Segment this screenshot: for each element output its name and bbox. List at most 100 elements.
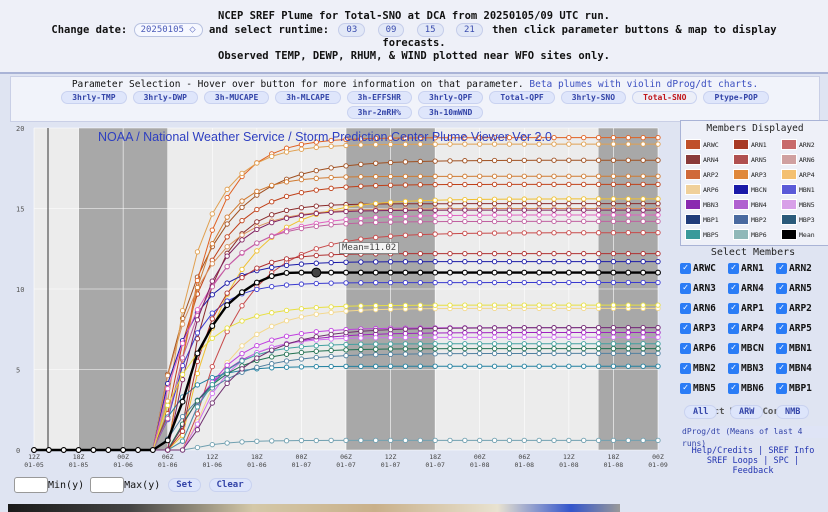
checkbox-check-icon[interactable]: ✓ [776, 303, 787, 314]
member-point [343, 184, 349, 190]
runtime-button-15[interactable]: 15 [416, 23, 444, 37]
member-checkbox-arn2[interactable]: ✓ ARN2 [776, 263, 812, 274]
member-checkbox-arn6[interactable]: ✓ ARN6 [680, 303, 716, 314]
checkbox-check-icon[interactable]: ✓ [728, 363, 739, 374]
member-checkbox-arn4[interactable]: ✓ ARN4 [728, 283, 764, 294]
param-button-total-sno[interactable]: Total-SNO [632, 91, 698, 104]
checkbox-check-icon[interactable]: ✓ [776, 323, 787, 334]
runtime-button-21[interactable]: 21 [455, 23, 483, 37]
member-point [625, 173, 631, 179]
checkbox-check-icon[interactable]: ✓ [776, 363, 787, 374]
max-y-input[interactable] [90, 477, 125, 493]
checkbox-check-icon[interactable]: ✓ [728, 303, 739, 314]
param-button-total-qpf[interactable]: Total-QPF [489, 91, 555, 104]
param-button-3h-effshr[interactable]: 3h-EFFSHR [346, 91, 412, 104]
member-checkbox-arn3[interactable]: ✓ ARN3 [680, 283, 716, 294]
checkbox-check-icon[interactable]: ✓ [680, 343, 691, 354]
checkbox-check-icon[interactable]: ✓ [776, 283, 787, 294]
member-point [521, 334, 527, 340]
member-point [625, 157, 631, 163]
sref-info-link[interactable]: SREF Info [768, 446, 815, 456]
checkbox-check-icon[interactable]: ✓ [728, 263, 739, 274]
x-tick-label: 00Z [296, 453, 308, 461]
member-point [254, 188, 260, 194]
member-checkbox-mbn6[interactable]: ✓ MBN6 [728, 383, 764, 394]
member-checkbox-arp3[interactable]: ✓ ARP3 [680, 323, 716, 334]
member-point [239, 237, 245, 243]
checkbox-check-icon[interactable]: ✓ [776, 263, 787, 274]
help-credits-link[interactable]: Help/Credits [691, 446, 753, 456]
plume-chart-svg[interactable]: 0510152012Z01-0518Z01-0500Z01-0606Z01-06… [12, 120, 672, 474]
member-checkbox-mbn5[interactable]: ✓ MBN5 [680, 383, 716, 394]
member-point [417, 259, 423, 265]
member-point [477, 325, 483, 331]
member-point [477, 334, 483, 340]
member-checkbox-label: ARP3 [693, 323, 716, 334]
date-select[interactable]: 20250105 ⬦ [133, 23, 203, 37]
member-checkbox-mbn2[interactable]: ✓ MBN2 [680, 363, 716, 374]
mean-point [343, 269, 349, 276]
checkbox-check-icon[interactable]: ✓ [728, 323, 739, 334]
checkbox-check-icon[interactable]: ✓ [776, 383, 787, 394]
clear-button[interactable]: Clear [208, 478, 252, 492]
member-checkbox-arn1[interactable]: ✓ ARN1 [728, 263, 764, 274]
core-button-nmb[interactable]: NMB [776, 405, 810, 419]
runtime-button-03[interactable]: 03 [338, 23, 366, 37]
member-checkbox-arp2[interactable]: ✓ ARP2 [776, 303, 812, 314]
member-point [610, 201, 617, 207]
member-point [551, 363, 557, 369]
checkbox-check-icon[interactable]: ✓ [776, 343, 787, 354]
beta-plumes-link[interactable]: Beta plumes with violin dProg/dt charts. [529, 79, 759, 90]
checkbox-check-icon[interactable]: ✓ [680, 263, 691, 274]
param-button-3hrly-tmp[interactable]: 3hrly-TMP [61, 91, 127, 104]
member-point [358, 303, 364, 309]
member-point [283, 341, 290, 347]
legend-item-mbp2: MBP2 [733, 214, 767, 225]
member-checkbox-mbcn[interactable]: ✓ MBCN [728, 343, 764, 354]
param-button-3h-10mwnd[interactable]: 3h-10mWND [418, 106, 484, 119]
member-point [402, 346, 409, 352]
set-button[interactable]: Set [168, 478, 201, 492]
member-point [491, 196, 498, 202]
member-point [328, 309, 334, 316]
checkbox-check-icon[interactable]: ✓ [680, 283, 691, 294]
checkbox-check-icon[interactable]: ✓ [680, 303, 691, 314]
checkbox-check-icon[interactable]: ✓ [728, 383, 739, 394]
sref-loops-link[interactable]: SREF Loops [706, 456, 759, 466]
member-checkbox-mbp1[interactable]: ✓ MBP1 [776, 383, 812, 394]
member-checkbox-mbn3[interactable]: ✓ MBN3 [728, 363, 764, 374]
member-point [566, 437, 572, 443]
member-checkbox-arp1[interactable]: ✓ ARP1 [728, 303, 764, 314]
member-checkbox-arp4[interactable]: ✓ ARP4 [728, 323, 764, 334]
member-point [610, 363, 617, 369]
checkbox-check-icon[interactable]: ✓ [680, 363, 691, 374]
member-checkbox-arp5[interactable]: ✓ ARP5 [776, 323, 812, 334]
member-checkbox-mbn4[interactable]: ✓ MBN4 [776, 363, 812, 374]
member-point [313, 311, 319, 317]
feedback-link[interactable]: Feedback [732, 466, 774, 476]
core-button-arw[interactable]: ARW [730, 405, 764, 419]
checkbox-check-icon[interactable]: ✓ [680, 383, 691, 394]
min-y-input[interactable] [14, 477, 48, 493]
member-checkbox-arp6[interactable]: ✓ ARP6 [680, 343, 716, 354]
core-button-all[interactable]: All [684, 405, 718, 419]
checkbox-check-icon[interactable]: ✓ [728, 283, 739, 294]
param-button-3hr-2mrh-[interactable]: 3hr-2mRH% [346, 106, 412, 119]
member-checkbox-mbn1[interactable]: ✓ MBN1 [776, 343, 812, 354]
member-point [239, 198, 245, 204]
member-point [595, 141, 602, 147]
param-button-3hrly-qpf[interactable]: 3hrly-QPF [418, 91, 484, 104]
param-button-3h-mucape[interactable]: 3h-MUCAPE [203, 91, 270, 104]
runtime-button-09[interactable]: 09 [377, 23, 405, 37]
member-checkbox-arn5[interactable]: ✓ ARN5 [776, 283, 812, 294]
spc-link[interactable]: SPC [773, 456, 789, 466]
member-checkbox-arwc[interactable]: ✓ ARWC [680, 263, 716, 274]
param-button-ptype-pop[interactable]: Ptype-POP [703, 91, 769, 104]
checkbox-check-icon[interactable]: ✓ [680, 323, 691, 334]
checkbox-check-icon[interactable]: ✓ [728, 343, 739, 354]
dprog-link[interactable]: dProg/dt (Means of last 4 runs) [680, 426, 828, 448]
param-button-3hrly-sno[interactable]: 3hrly-SNO [560, 91, 627, 104]
param-button-3h-mlcape[interactable]: 3h-MLCAPE [275, 91, 341, 104]
param-button-3hrly-dwp[interactable]: 3hrly-DWP [132, 91, 198, 104]
legend-swatch [733, 154, 749, 165]
